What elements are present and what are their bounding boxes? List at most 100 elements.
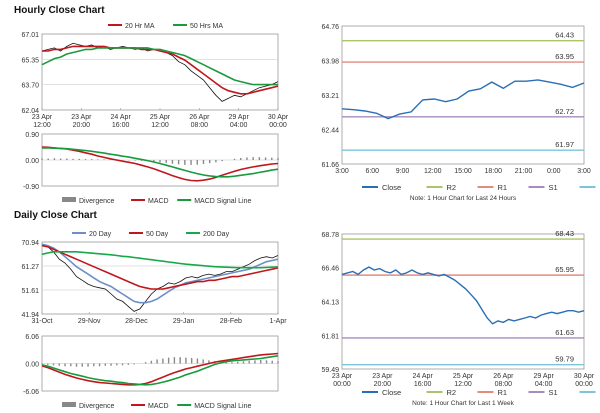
daily-price-x-tick-label: 29-Nov (78, 318, 101, 325)
hourly-price-x-tick-label: 23 Apr 20:00 (71, 114, 92, 129)
hourly-price-x-tick-label: 24 Apr 16:00 (111, 114, 132, 129)
hourly-pivot-level-label-r1: 63.95 (555, 52, 574, 61)
hourly-pivot-y-tick-label: 63.98 (321, 59, 339, 66)
daily-pivot-level-label-s2: 59.79 (555, 355, 574, 364)
hourly-macd-legend-label: MACD Signal Line (194, 198, 251, 205)
daily-pivot-y-tick-label: 66.46 (321, 266, 339, 273)
daily-pivot-y-tick-label: 68.78 (321, 232, 339, 239)
hourly-macd-y-tick-label: 0.90 (25, 132, 39, 139)
daily-price-y-tick-label: 51.61 (21, 288, 39, 295)
daily-pivot-x-tick-label: 29 Apr 04:00 (534, 373, 555, 388)
hourly-section-title: Hourly Close Chart (14, 5, 105, 16)
daily-pivot-note: Note: 1 Hour Chart for Last 1 Week (412, 400, 515, 407)
hourly-pivot-chart: 64.76 63.98 63.21 62.44 61.66 64.43 63.95 62.72… (321, 24, 600, 202)
daily-pivot-chart: 68.78 66.46 64.13 61.81 59.49 68.43 65.95 61.63… (321, 229, 600, 407)
hourly-pivot-x-tick-label: 15:00 (454, 168, 472, 175)
hourly-price-plot-frame (41, 33, 279, 111)
hourly-pivot-y-tick-label: 64.76 (321, 24, 339, 31)
hourly-pivot-x-tick-label: 3:00 (335, 168, 349, 175)
daily-pivot-x-tick-label: 30 Apr 00:00 (574, 373, 595, 388)
daily-pivot-y-tick-label: 59.49 (321, 367, 339, 374)
hourly-price-x-tick-label: 26 Apr 08:00 (189, 114, 210, 129)
daily-pivot-y-tick-label: 61.81 (321, 333, 339, 340)
daily-price-legend-label: 20 Day (89, 231, 112, 238)
daily-pivot-x-tick-label: 26 Apr 08:00 (493, 373, 514, 388)
daily-macd-legend-label: Divergence (79, 403, 115, 410)
daily-macd-y-tick-label: -6.06 (23, 389, 39, 396)
hourly-pivot-y-tick-label: 61.66 (321, 162, 339, 169)
hourly-pivot-x-tick-label: 12:00 (424, 168, 442, 175)
daily-macd-legend-label: MACD Signal Line (194, 403, 251, 410)
daily-macd-y-tick-label: 6.06 (25, 334, 39, 341)
hourly-price-chart: 67.01 65.35 63.70 62.04 20 Hr MA 50 Hrs MA 23 … (21, 23, 289, 129)
daily-macd-series-macd (41, 352, 279, 386)
daily-pivot-x-tick-label: 25 Apr 12:00 (453, 373, 474, 388)
hourly-macd-series-macd (41, 146, 279, 182)
daily-price-chart: 70.94 61.27 51.61 41.94 20 Day 50 Day 200 Day 3… (21, 231, 287, 325)
daily-price-series-price (41, 243, 279, 312)
hourly-pivot-x-tick-label: 0:00 (547, 168, 561, 175)
hourly-pivot-legend-label: S1 (549, 183, 558, 192)
hourly-pivot-note: Note: 1 Hour Chart for Last 24 Hours (410, 195, 517, 202)
hourly-macd-y-tick-label: -0.90 (23, 184, 39, 191)
daily-pivot-legend-label: Close (382, 388, 401, 397)
daily-pivot-x-tick-label: 24 Apr 16:00 (413, 373, 434, 388)
hourly-macd-chart: 0.90 0.00 -0.90 Divergence MACD MACD Signal L… (23, 132, 279, 205)
hourly-pivot-x-tick-label: 21:00 (515, 168, 533, 175)
daily-price-y-tick-label: 61.27 (21, 264, 39, 271)
daily-price-x-tick-label: 28-Dec (125, 318, 148, 325)
daily-pivot-y-tick-label: 64.13 (321, 300, 339, 307)
hourly-price-y-tick-label: 67.01 (21, 32, 39, 39)
daily-macd-legend-swatch (62, 402, 76, 407)
hourly-price-y-tick-label: 65.35 (21, 57, 39, 64)
hourly-pivot-x-tick-label: 9:00 (396, 168, 410, 175)
daily-price-x-tick-label: 29-Jan (173, 318, 195, 325)
hourly-pivot-legend-label: R1 (498, 183, 508, 192)
daily-macd-series-macd-signal-line (41, 355, 279, 386)
daily-pivot-legend-label: R1 (498, 388, 508, 397)
hourly-macd-series-macd-signal-line (42, 147, 279, 178)
daily-macd-y-tick-label: 0.00 (25, 362, 39, 369)
hourly-pivot-x-tick-label: 18:00 (484, 168, 502, 175)
daily-price-series-200-day (41, 251, 279, 269)
hourly-pivot-plot-frame (341, 25, 585, 165)
hourly-price-y-tick-label: 63.70 (21, 83, 39, 90)
hourly-macd-y-tick-label: 0.00 (25, 158, 39, 165)
hourly-macd-legend-swatch (62, 197, 76, 202)
daily-pivot-series-close (341, 266, 585, 325)
daily-macd-chart: 6.06 0.00 -6.06 Divergence MACD MACD Signal L… (23, 334, 279, 410)
hourly-price-legend-label: 20 Hr MA (125, 23, 155, 30)
daily-price-x-tick-label: 31-Oct (31, 318, 52, 325)
hourly-price-legend-label: 50 Hrs MA (190, 23, 223, 30)
hourly-price-y-tick-label: 62.04 (21, 108, 39, 115)
daily-price-series-50-day (41, 244, 279, 290)
hourly-pivot-x-tick-label: 6:00 (365, 168, 379, 175)
hourly-price-x-tick-label: 30 Apr 00:00 (268, 114, 289, 129)
daily-pivot-level-label-r1: 65.95 (555, 265, 574, 274)
hourly-pivot-x-tick-label: 3:00 (577, 168, 591, 175)
daily-pivot-level-label-r2: 68.43 (555, 229, 574, 238)
daily-pivot-legend-label: R2 (447, 388, 457, 397)
hourly-pivot-series-close (341, 79, 585, 120)
hourly-macd-legend-label: MACD (148, 198, 169, 205)
hourly-pivot-y-tick-label: 62.44 (321, 127, 339, 134)
daily-pivot-legend-label: S1 (549, 388, 558, 397)
daily-price-x-tick-label: 1-Apr (269, 318, 287, 325)
daily-pivot-plot-frame (341, 233, 585, 370)
hourly-price-x-tick-label: 25 Apr 12:00 (150, 114, 171, 129)
hourly-price-x-tick-label: 23 Apr 12:00 (32, 114, 53, 129)
hourly-pivot-y-tick-label: 63.21 (321, 93, 339, 100)
daily-macd-legend-label: MACD (148, 403, 169, 410)
hourly-price-series-20-hr-ma (42, 45, 279, 95)
daily-price-legend-label: 200 Day (203, 231, 230, 238)
daily-price-y-tick-label: 41.94 (21, 312, 39, 319)
daily-price-x-tick-label: 28-Feb (220, 318, 242, 325)
daily-pivot-level-label-s1: 61.63 (555, 328, 574, 337)
hourly-macd-legend-label: Divergence (79, 198, 115, 205)
daily-section-title: Daily Close Chart (14, 210, 97, 221)
daily-price-series-20-day (41, 243, 279, 304)
hourly-pivot-level-label-r2: 64.43 (555, 31, 574, 40)
hourly-pivot-level-label-s1: 62.72 (555, 107, 574, 116)
daily-price-plot-frame (41, 241, 279, 315)
hourly-price-x-tick-label: 29 Apr 04:00 (229, 114, 250, 129)
